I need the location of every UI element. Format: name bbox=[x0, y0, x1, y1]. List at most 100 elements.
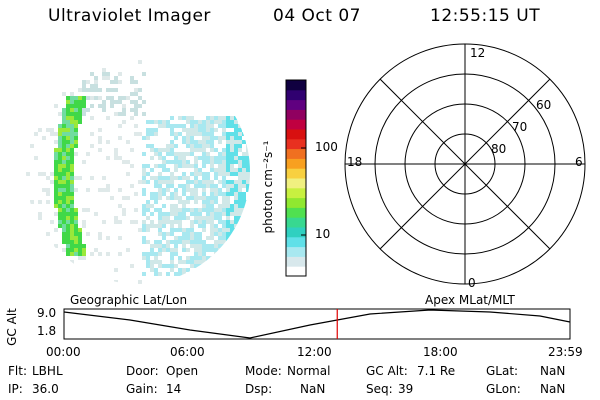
image-pixel bbox=[46, 232, 50, 236]
image-pixel bbox=[194, 220, 198, 224]
image-pixel bbox=[226, 204, 230, 208]
image-pixel bbox=[166, 272, 170, 276]
image-pixel bbox=[74, 208, 78, 212]
image-pixel bbox=[54, 184, 58, 188]
image-pixel bbox=[194, 252, 198, 256]
image-pixel bbox=[178, 272, 182, 276]
image-pixel bbox=[206, 132, 210, 136]
polar-line-diag-2 bbox=[379, 78, 551, 250]
image-pixel bbox=[150, 212, 154, 216]
image-pixel bbox=[150, 192, 154, 196]
image-pixel bbox=[142, 180, 146, 184]
image-pixel bbox=[186, 164, 190, 168]
image-pixel bbox=[78, 236, 82, 240]
image-pixel bbox=[158, 216, 162, 220]
colorbar-cell bbox=[286, 178, 306, 189]
lat-label-60: 60 bbox=[536, 98, 552, 112]
image-pixel bbox=[186, 236, 190, 240]
image-pixel bbox=[194, 264, 198, 268]
image-pixel bbox=[214, 160, 218, 164]
image-pixel bbox=[82, 96, 86, 100]
colorbar-cell bbox=[286, 109, 306, 120]
image-pixel bbox=[234, 128, 238, 132]
image-pixel bbox=[170, 256, 174, 260]
image-pixel bbox=[66, 248, 70, 252]
image-pixel bbox=[190, 240, 194, 244]
image-pixel bbox=[210, 132, 214, 136]
image-pixel bbox=[90, 144, 94, 148]
image-pixel bbox=[70, 136, 74, 140]
image-pixel bbox=[202, 180, 206, 184]
image-pixel bbox=[70, 252, 74, 256]
image-pixel bbox=[218, 240, 222, 244]
image-pixel bbox=[186, 208, 190, 212]
image-pixel bbox=[114, 152, 118, 156]
image-pixel bbox=[178, 164, 182, 168]
image-pixel bbox=[198, 252, 202, 256]
colorbar-cell bbox=[286, 99, 306, 110]
image-pixel bbox=[202, 204, 206, 208]
image-pixel bbox=[162, 236, 166, 240]
image-pixel bbox=[62, 196, 66, 200]
image-pixel bbox=[210, 232, 214, 236]
image-pixel bbox=[122, 208, 126, 212]
image-pixel bbox=[154, 128, 158, 132]
image-pixel bbox=[186, 248, 190, 252]
image-pixel bbox=[218, 188, 222, 192]
image-pixel bbox=[170, 204, 174, 208]
image-pixel bbox=[238, 208, 242, 212]
image-pixel bbox=[206, 216, 210, 220]
image-pixel bbox=[222, 172, 226, 176]
image-pixel bbox=[62, 172, 66, 176]
image-pixel bbox=[58, 152, 62, 156]
image-pixel bbox=[142, 228, 146, 232]
image-pixel bbox=[234, 192, 238, 196]
image-pixel bbox=[110, 88, 114, 92]
image-pixel bbox=[38, 216, 42, 220]
image-pixel bbox=[182, 192, 186, 196]
image-pixel bbox=[122, 160, 126, 164]
image-pixel bbox=[98, 148, 102, 152]
image-pixel bbox=[114, 148, 118, 152]
image-pixel bbox=[218, 152, 222, 156]
image-pixel bbox=[150, 132, 154, 136]
image-pixel bbox=[162, 148, 166, 152]
image-pixel bbox=[118, 136, 122, 140]
image-pixel bbox=[166, 264, 170, 268]
image-pixel bbox=[230, 152, 234, 156]
image-pixel bbox=[70, 212, 74, 216]
image-pixel bbox=[230, 140, 234, 144]
image-pixel bbox=[202, 228, 206, 232]
image-pixel bbox=[70, 248, 74, 252]
image-pixel bbox=[190, 196, 194, 200]
image-pixel bbox=[150, 260, 154, 264]
image-pixel bbox=[118, 236, 122, 240]
image-pixel bbox=[70, 148, 74, 152]
image-pixel bbox=[154, 132, 158, 136]
image-pixel bbox=[218, 232, 222, 236]
image-pixel bbox=[70, 132, 74, 136]
image-pixel bbox=[58, 136, 62, 140]
image-pixel bbox=[66, 108, 70, 112]
image-pixel bbox=[130, 92, 134, 96]
image-pixel bbox=[70, 172, 74, 176]
image-pixel bbox=[138, 228, 142, 232]
status-glat-value: NaN bbox=[540, 364, 566, 378]
image-pixel bbox=[214, 148, 218, 152]
image-pixel bbox=[178, 236, 182, 240]
lat-label-70: 70 bbox=[512, 120, 528, 134]
image-pixel bbox=[242, 152, 246, 156]
image-pixel bbox=[82, 256, 86, 260]
image-pixel bbox=[246, 172, 250, 176]
image-pixel bbox=[58, 168, 62, 172]
image-pixel bbox=[210, 144, 214, 148]
image-pixel bbox=[146, 136, 150, 140]
image-pixel bbox=[190, 128, 194, 132]
image-pixel bbox=[70, 144, 74, 148]
image-pixel bbox=[194, 160, 198, 164]
image-pixel bbox=[66, 152, 70, 156]
image-pixel bbox=[150, 144, 154, 148]
image-pixel bbox=[26, 172, 30, 176]
image-pixel bbox=[138, 60, 142, 64]
image-pixel bbox=[202, 260, 206, 264]
